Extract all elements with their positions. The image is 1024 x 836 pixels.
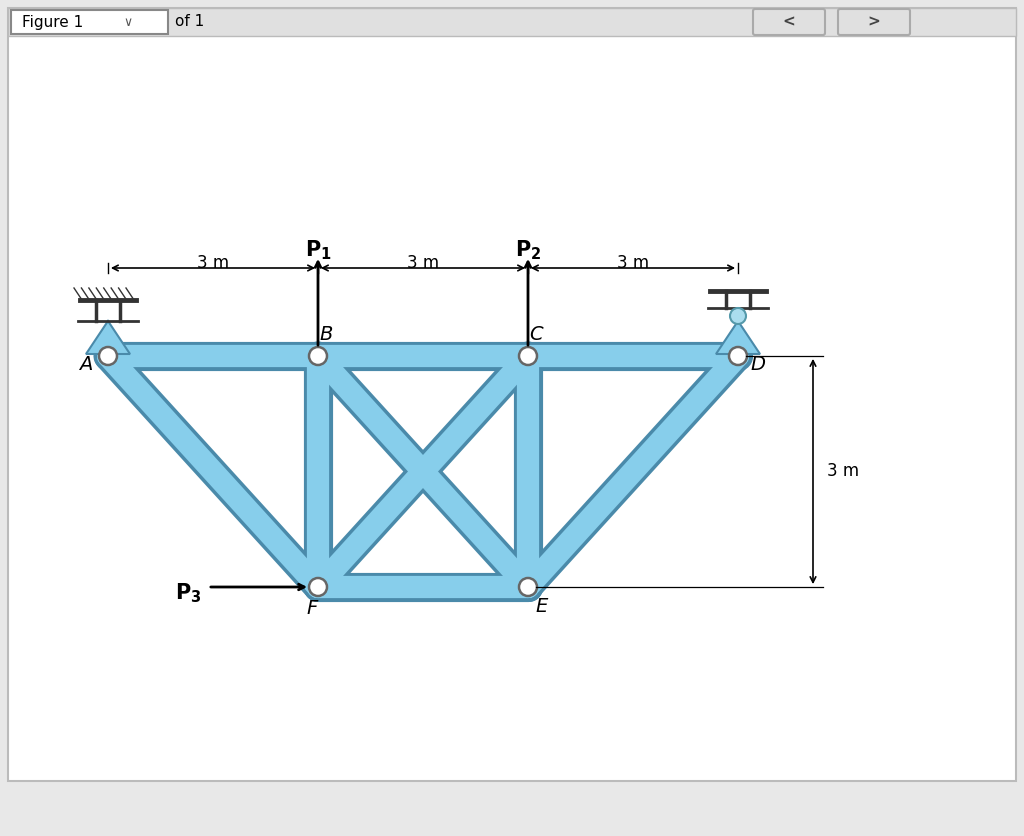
Text: 3 m: 3 m [616,254,649,272]
Circle shape [99,347,117,365]
Circle shape [730,308,746,324]
Text: <: < [782,14,796,29]
Text: 3 m: 3 m [827,462,859,481]
Text: $\mathbf{P_2}$: $\mathbf{P_2}$ [515,238,542,262]
FancyBboxPatch shape [11,10,168,34]
Text: $\mathbf{P_3}$: $\mathbf{P_3}$ [175,581,202,605]
Circle shape [519,347,537,365]
FancyBboxPatch shape [838,9,910,35]
Circle shape [309,578,327,596]
FancyBboxPatch shape [8,8,1016,36]
FancyBboxPatch shape [753,9,825,35]
Text: E: E [536,598,548,616]
Text: ∨: ∨ [124,16,132,28]
Text: C: C [529,324,543,344]
Text: F: F [306,599,317,619]
Text: Figure 1: Figure 1 [22,14,83,29]
Circle shape [309,347,327,365]
Circle shape [519,578,537,596]
Circle shape [729,347,746,365]
Text: of 1: of 1 [175,14,204,29]
Text: 3 m: 3 m [197,254,229,272]
FancyBboxPatch shape [8,8,1016,781]
Text: $\mathbf{P_1}$: $\mathbf{P_1}$ [304,238,332,262]
Text: D: D [751,354,766,374]
Polygon shape [86,321,130,354]
Text: 3 m: 3 m [407,254,439,272]
Text: A: A [79,354,93,374]
Polygon shape [716,321,760,354]
Text: >: > [867,14,881,29]
Text: B: B [319,324,333,344]
